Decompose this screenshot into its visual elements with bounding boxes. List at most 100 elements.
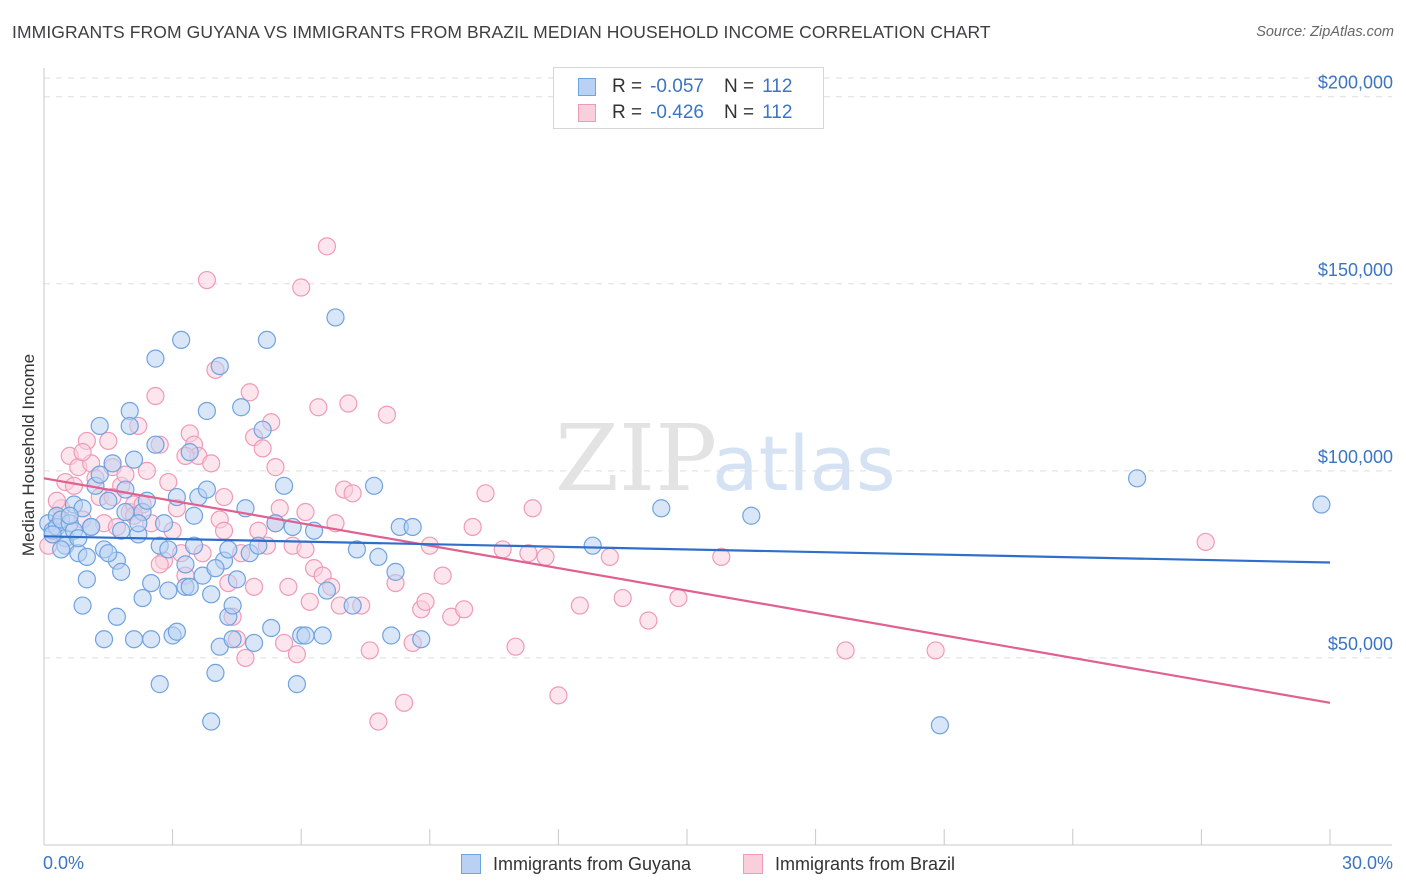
- brazil-point: [360, 641, 379, 660]
- legend-r-value: -0.057: [650, 76, 704, 97]
- brazil-point: [270, 499, 289, 518]
- guyana-point: [172, 330, 191, 350]
- guyana-point: [317, 581, 337, 600]
- guyana-point: [52, 540, 71, 559]
- guyana-point: [313, 626, 332, 645]
- guyana-point: [73, 596, 92, 615]
- guyana-point: [180, 577, 199, 596]
- guyana-point: [206, 663, 225, 682]
- guyana-point: [206, 559, 225, 578]
- watermark: ZIP atlas: [555, 405, 896, 512]
- brazil-point: [836, 641, 855, 660]
- legend-row-brazil: R = -0.426 N = 112: [578, 101, 792, 125]
- guyana-point: [364, 476, 384, 495]
- guyana-point: [150, 675, 169, 694]
- guyana-point: [244, 633, 264, 653]
- guyana-point: [82, 517, 101, 537]
- guyana-point: [112, 562, 131, 581]
- guyana-point: [223, 596, 242, 615]
- legend-n-value: 112: [762, 102, 793, 123]
- guyana-point: [223, 630, 242, 649]
- guyana-point: [167, 622, 186, 641]
- legend-n-label: N =: [723, 102, 755, 123]
- guyana-point: [103, 454, 122, 473]
- guyana-point: [116, 480, 135, 499]
- series-label-guyana: Immigrants from Guyana: [493, 853, 692, 874]
- legend-swatch-brazil: [578, 104, 596, 122]
- legend-r-value: -0.426: [650, 102, 704, 123]
- brazil-point: [536, 547, 555, 567]
- brazil-point: [279, 577, 298, 596]
- brazil-point: [287, 645, 307, 664]
- brazil-point: [137, 461, 156, 480]
- guyana-point: [43, 525, 62, 544]
- guyana-trend-line: [43, 535, 1331, 564]
- brazil-point: [99, 431, 118, 451]
- legend-row-guyana: R = -0.057 N = 112: [578, 75, 792, 99]
- guyana-point: [120, 416, 139, 436]
- brazil-point: [274, 633, 294, 653]
- brazil-point: [244, 577, 264, 596]
- brazil-point: [926, 641, 945, 660]
- guyana-point: [159, 581, 178, 600]
- brazil-point: [214, 521, 234, 540]
- guyana-point: [107, 607, 126, 626]
- guyana-point: [197, 401, 216, 421]
- brazil-point: [197, 270, 216, 290]
- x-tick-label-max: 30.0%: [1342, 853, 1393, 873]
- guyana-point: [129, 514, 148, 533]
- series-label-brazil: Immigrants from Brazil: [775, 853, 956, 874]
- guyana-point: [347, 540, 367, 559]
- legend-r-label: R =: [612, 76, 643, 97]
- brazil-point: [317, 237, 337, 256]
- brazil-point: [454, 600, 474, 619]
- guyana-point: [369, 547, 388, 567]
- brazil-point: [266, 458, 285, 477]
- x-tick-label-min: 0.0%: [43, 853, 84, 873]
- watermark-zip: ZIP: [555, 405, 717, 512]
- brazil-point: [146, 386, 165, 406]
- brazil-point: [240, 383, 259, 402]
- guyana-point: [90, 465, 109, 484]
- brazil-point: [339, 394, 358, 413]
- guyana-point: [210, 356, 229, 376]
- guyana-point: [142, 630, 161, 649]
- guyana-point: [403, 517, 422, 537]
- guyana-point: [930, 716, 950, 735]
- brazil-point: [433, 566, 452, 585]
- brazil-point: [549, 686, 568, 705]
- brazil-point: [523, 499, 542, 518]
- guyana-point: [382, 626, 401, 645]
- guyana-point: [257, 330, 277, 350]
- brazil-point: [150, 555, 169, 574]
- series-legend-brazil: Immigrants from Brazil: [743, 852, 955, 876]
- guyana-point: [386, 562, 405, 581]
- brazil-point: [377, 405, 397, 424]
- guyana-point: [77, 570, 96, 589]
- brazil-point: [570, 596, 589, 615]
- guyana-point: [124, 450, 144, 469]
- series-legend-guyana: Immigrants from Guyana: [461, 852, 691, 876]
- brazil-point: [296, 540, 315, 559]
- guyana-point: [287, 675, 307, 694]
- watermark-atlas: atlas: [712, 419, 896, 508]
- legend-swatch-guyana: [578, 78, 596, 96]
- brazil-point: [416, 592, 435, 611]
- brazil-point: [296, 502, 315, 522]
- guyana-point: [146, 349, 165, 368]
- guyana-point: [99, 544, 118, 563]
- guyana-point: [227, 570, 246, 589]
- trend-layer: [43, 477, 1331, 704]
- guyana-point: [90, 416, 109, 436]
- guyana-point: [412, 630, 431, 649]
- guyana-point: [184, 506, 204, 525]
- guyana-point: [232, 398, 251, 417]
- y-tick-label: $150,000: [1318, 260, 1393, 280]
- guyana-points: [39, 308, 1331, 735]
- guyana-point: [253, 420, 272, 439]
- brazil-point: [64, 476, 84, 495]
- brazil-point: [159, 472, 178, 492]
- series-swatch-guyana: [461, 854, 481, 874]
- guyana-point: [274, 476, 294, 495]
